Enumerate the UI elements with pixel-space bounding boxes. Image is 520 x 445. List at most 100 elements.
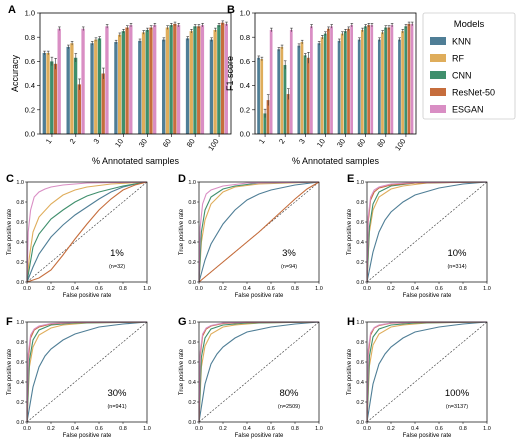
x-tick-label: 0.8 xyxy=(291,426,299,432)
y-tick-label: 0.6 xyxy=(356,360,364,366)
bar-resnet-50 xyxy=(53,63,58,134)
x-tick-label: 0.8 xyxy=(119,426,127,432)
bar-esgan xyxy=(370,25,374,135)
x-axis-label: % Annotated samples xyxy=(92,156,180,166)
bar-cnn xyxy=(404,26,408,135)
x-tick-label: 0.0 xyxy=(23,286,31,292)
bar-cnn xyxy=(303,55,307,134)
bar-esgan xyxy=(289,29,293,134)
y-tick-label: 0.4 xyxy=(188,240,196,246)
x-axis-label: % Annotated samples xyxy=(292,156,380,166)
bar-rf xyxy=(141,32,146,134)
sample-count: (n=3137) xyxy=(446,404,468,410)
bar-esgan xyxy=(310,26,313,135)
bar-knn xyxy=(277,49,281,134)
legend-item-knn: KNN xyxy=(452,37,471,47)
x-tick-label: 1 xyxy=(44,137,54,146)
bar-knn xyxy=(66,46,70,134)
bar-rf xyxy=(189,31,193,134)
bar-cnn xyxy=(263,113,267,134)
bar-knn xyxy=(377,39,381,135)
axes-frame xyxy=(366,181,488,283)
bar-rf xyxy=(381,32,384,134)
legend-item-cnn: CNN xyxy=(452,71,472,81)
x-tick-label: 0.0 xyxy=(363,426,371,432)
roc-chart-d: D 0.00.0 0.2 0.2 0.4 0.4 0.6 0.6 0.8 0.8 1.0 1.0 Fal… xyxy=(178,173,323,299)
x-tick-label: 1.0 xyxy=(315,286,323,292)
y-tick-label: 0.0 xyxy=(240,130,250,139)
bar-rf xyxy=(340,33,344,134)
panel-label: D xyxy=(178,173,186,185)
bar-knn xyxy=(42,52,46,134)
x-tick-label: 0.0 xyxy=(195,286,203,292)
y-tick-label: 1.0 xyxy=(356,320,364,326)
y-axis-label: True positive rate xyxy=(7,348,13,395)
roc-line-cnn xyxy=(366,321,488,423)
x-axis-label: False positive rate xyxy=(235,433,284,439)
bar-knn xyxy=(185,38,190,134)
legend-item-resnet-50: ResNet-50 xyxy=(452,88,495,98)
y-tick-label: 0.4 xyxy=(356,240,364,246)
x-tick-label: 10 xyxy=(315,137,327,149)
x-tick-label: 3 xyxy=(92,137,102,146)
roc-line-knn xyxy=(198,181,320,283)
roc-line-knn xyxy=(366,181,488,283)
x-tick-label: 0.6 xyxy=(435,426,443,432)
bar-cnn xyxy=(121,31,126,134)
roc-line-esgan xyxy=(26,321,148,423)
axes-frame xyxy=(26,321,148,423)
y-axis-label: True positive rate xyxy=(347,348,353,395)
y-tick-label: 0.4 xyxy=(188,380,196,386)
y-tick-label: 0.2 xyxy=(16,400,24,406)
chance-line xyxy=(26,181,148,283)
legend-title: Models xyxy=(454,19,485,30)
bar-knn xyxy=(90,43,94,134)
roc-line-esgan xyxy=(26,181,148,283)
x-tick-label: 30 xyxy=(335,137,347,149)
bar-esgan xyxy=(224,23,228,134)
y-tick-label: 0.4 xyxy=(356,380,364,386)
x-tick-label: 0.4 xyxy=(71,426,79,432)
bar-cnn xyxy=(364,26,367,135)
bar-esgan xyxy=(57,28,61,135)
bar-resnet-50 xyxy=(220,22,225,134)
bar-esgan xyxy=(129,25,133,135)
bar-resnet-50 xyxy=(149,27,153,134)
y-tick-label: 0.6 xyxy=(16,360,24,366)
y-tick-label: 1.0 xyxy=(240,9,250,18)
roc-chart-c: C 0.00.0 0.2 0.2 0.4 0.4 0.6 0.6 0.8 0.8 1.0 1.0 Fal… xyxy=(6,173,151,299)
y-axis-label: True positive rate xyxy=(347,208,353,255)
sample-count: (n=94) xyxy=(281,264,297,270)
bar-rf xyxy=(213,29,217,134)
x-tick-label: 0.0 xyxy=(195,426,203,432)
x-tick-label: 0.6 xyxy=(267,286,275,292)
bar-esgan xyxy=(269,29,273,134)
y-tick-label: 1.0 xyxy=(356,180,364,186)
x-tick-label: 0.4 xyxy=(71,286,79,292)
bar-cnn xyxy=(169,25,173,135)
bar-rf xyxy=(46,52,50,134)
bar-cnn xyxy=(384,27,387,134)
sample-count: (n=314) xyxy=(447,264,466,270)
bar-knn xyxy=(257,57,260,134)
x-tick-label: 0.8 xyxy=(291,286,299,292)
roc-chart-e: E 0.00.0 0.2 0.2 0.4 0.4 0.6 0.6 0.8 0.8 1.0 1.0 Fal… xyxy=(347,173,491,299)
panel-label: C xyxy=(6,173,14,185)
y-tick-label: 0.8 xyxy=(188,340,196,346)
percent-annotation: 10% xyxy=(447,248,467,259)
roc-line-knn xyxy=(366,321,488,423)
bar-rf xyxy=(117,34,122,134)
y-tick-label: 1.0 xyxy=(188,180,196,186)
axes-frame xyxy=(26,181,148,283)
roc-line-cnn xyxy=(26,181,148,283)
y-tick-label: 0.6 xyxy=(356,220,364,226)
x-tick-label: 0.6 xyxy=(95,286,103,292)
bar-resnet-50 xyxy=(367,25,370,135)
y-tick-label: 0.0 xyxy=(16,420,24,426)
y-tick-label: 0.8 xyxy=(356,200,364,206)
roc-line-resnet-50 xyxy=(26,181,148,283)
axes-frame xyxy=(254,12,417,135)
panel-label: G xyxy=(178,316,187,328)
bar-esgan xyxy=(330,26,333,135)
sample-count: (n=941) xyxy=(107,404,126,410)
